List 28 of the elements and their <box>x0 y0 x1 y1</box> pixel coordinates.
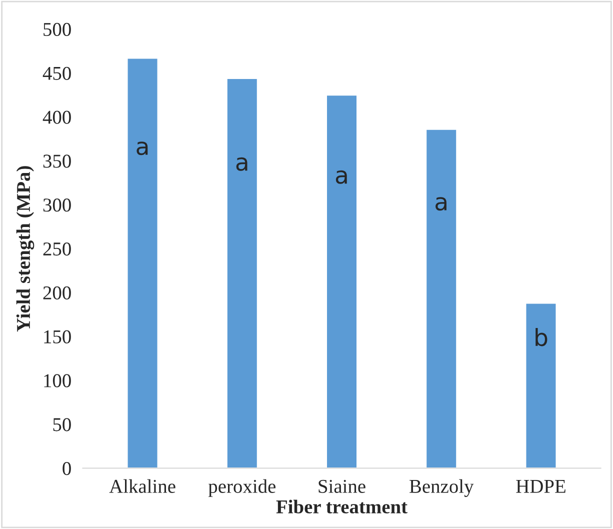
y-tick-label: 300 <box>43 198 71 212</box>
x-tick-label: Alkaline <box>109 479 176 493</box>
data-label: a <box>236 157 248 171</box>
bar <box>126 57 159 468</box>
bar <box>226 78 258 468</box>
y-tick-label: 350 <box>43 154 71 168</box>
x-tick-label: Siaine <box>318 480 366 493</box>
bar <box>524 302 558 468</box>
y-tick-label: 400 <box>42 110 71 124</box>
x-tick-label: Benzoly <box>410 479 474 497</box>
y-tick-label: 250 <box>43 242 71 256</box>
data-label: b <box>536 328 548 346</box>
data-label: a <box>136 142 148 156</box>
y-tick-label: 0 <box>62 462 71 476</box>
y-tick-label: 150 <box>44 330 71 344</box>
y-tick-label: 50 <box>53 418 71 432</box>
data-label: a <box>336 170 347 184</box>
x-tick-label: HDPE <box>516 480 566 493</box>
x-tick-label: peroxide <box>208 479 276 497</box>
y-tick-label: 100 <box>44 374 71 388</box>
y-axis-title: Yield stength (MPa) <box>16 166 34 332</box>
y-tick-label: 500 <box>44 22 71 36</box>
y-tick-label: 450 <box>42 66 71 80</box>
bar <box>425 128 458 468</box>
y-tick-label: 200 <box>43 286 71 300</box>
bar <box>326 94 358 468</box>
x-axis-title: Fiber treatment <box>276 500 408 514</box>
data-label: a <box>436 197 446 211</box>
